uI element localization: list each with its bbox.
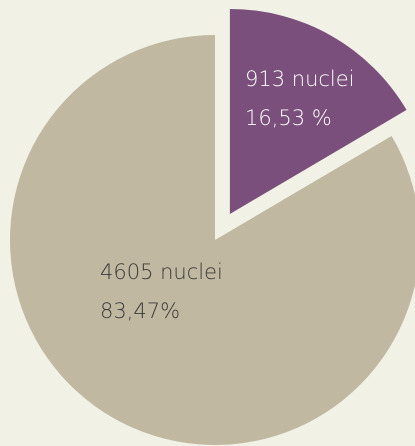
pie-slice [229, 8, 407, 214]
slice-label: 913 nuclei [245, 67, 355, 91]
slice-value-label: 16,53 % [245, 106, 332, 130]
pie-slice [10, 35, 415, 445]
slice-label: 4605 nuclei [100, 260, 223, 284]
slice-value-label: 83,47% [100, 299, 180, 323]
